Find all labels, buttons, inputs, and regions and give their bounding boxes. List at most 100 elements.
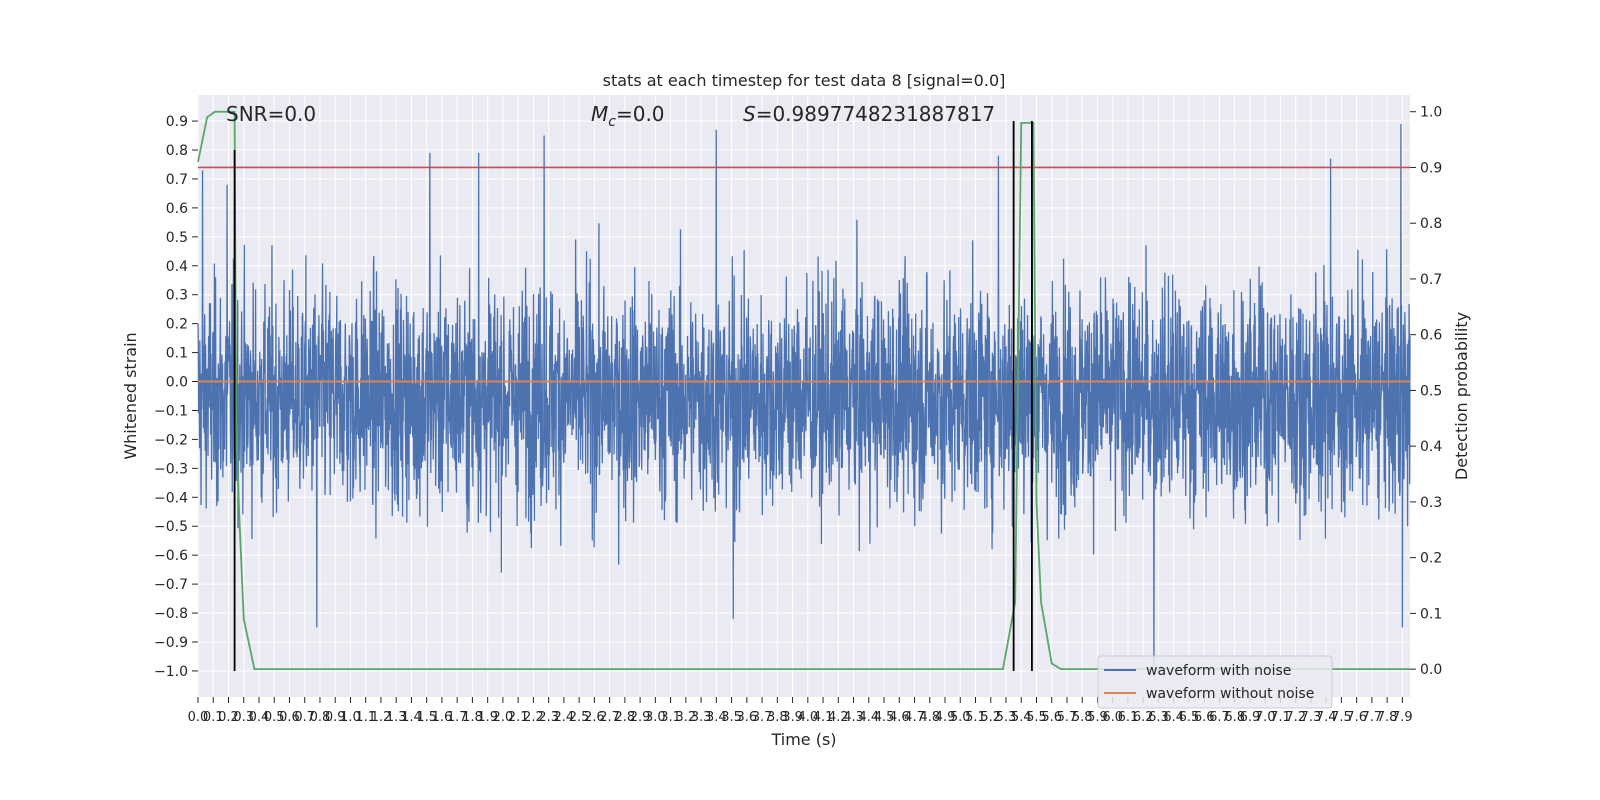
x-tick-label-44: 4.4 xyxy=(858,710,879,725)
x-tick-label-31: 3.1 xyxy=(660,710,681,725)
axis-ticks: −1.0 −0.9 −0.8 −0.7 −0.6 −0.5 −0.4 −0.3 −0.2 −0.1… xyxy=(154,105,1442,725)
y-tick-label-4: −0.6 xyxy=(154,548,188,564)
x-tick-label-24: 2.4 xyxy=(554,710,575,725)
x-tick-label-63: 6.3 xyxy=(1148,710,1169,725)
y-right-tick-label-6: 0.6 xyxy=(1420,328,1442,344)
y-tick-label-3: −0.7 xyxy=(154,577,188,593)
series-lines xyxy=(197,110,1410,671)
y-tick-label-18: 0.8 xyxy=(166,143,188,159)
y-right-tick-label-1: 0.1 xyxy=(1420,606,1442,622)
x-tick-label-16: 1.6 xyxy=(432,710,453,725)
x-tick-label-30: 3.0 xyxy=(645,710,666,725)
x-tick-label-32: 3.2 xyxy=(676,710,697,725)
x-axis-label: Time (s) xyxy=(770,730,836,749)
x-tick-label-20: 2.0 xyxy=(493,710,514,725)
y-tick-label-15: 0.5 xyxy=(166,230,188,246)
y-right-tick-label-9: 0.9 xyxy=(1420,160,1442,176)
x-tick-label-62: 6.2 xyxy=(1133,710,1154,725)
y-tick-label-17: 0.7 xyxy=(166,172,188,188)
x-tick-label-1: 0.1 xyxy=(203,710,224,725)
y-tick-label-6: −0.4 xyxy=(154,490,188,506)
x-tick-label-6: 0.6 xyxy=(279,710,300,725)
x-tick-label-37: 3.7 xyxy=(752,710,773,725)
waveform-with-noise-line xyxy=(197,123,1411,666)
y-tick-label-13: 0.3 xyxy=(166,288,188,304)
y-tick-label-9: −0.1 xyxy=(154,403,188,419)
x-tick-label-17: 1.7 xyxy=(447,710,468,725)
x-tick-label-23: 2.3 xyxy=(538,710,559,725)
x-tick-label-35: 3.5 xyxy=(721,710,742,725)
x-tick-label-50: 5.0 xyxy=(950,710,971,725)
x-tick-label-15: 1.5 xyxy=(416,710,437,725)
y-right-tick-label-5: 0.5 xyxy=(1420,383,1442,399)
legend-label-waveform-without-noise: waveform without noise xyxy=(1146,686,1314,702)
x-tick-label-38: 3.8 xyxy=(767,710,788,725)
y-right-tick-label-8: 0.8 xyxy=(1420,216,1442,232)
y-tick-label-16: 0.6 xyxy=(166,201,188,217)
x-tick-label-46: 4.6 xyxy=(889,710,910,725)
x-tick-label-54: 5.4 xyxy=(1011,710,1032,725)
chart-title: stats at each timestep for test data 8 [… xyxy=(603,71,1006,90)
x-tick-label-4: 0.4 xyxy=(249,710,270,725)
x-tick-label-42: 4.2 xyxy=(828,710,849,725)
x-tick-label-39: 3.9 xyxy=(782,710,803,725)
x-tick-label-8: 0.8 xyxy=(310,710,331,725)
x-tick-label-76: 7.6 xyxy=(1346,710,1367,725)
x-tick-label-19: 1.9 xyxy=(477,710,498,725)
annotation-chirp-mass: Mc=0.0 xyxy=(591,102,665,130)
x-tick-label-7: 0.7 xyxy=(294,710,315,725)
x-tick-label-5: 0.5 xyxy=(264,710,285,725)
x-tick-label-78: 7.8 xyxy=(1377,710,1398,725)
y-tick-label-19: 0.9 xyxy=(166,114,188,130)
x-tick-label-29: 2.9 xyxy=(630,710,651,725)
x-tick-label-25: 2.5 xyxy=(569,710,590,725)
detection-probability-line xyxy=(197,110,1410,671)
y-tick-label-5: −0.5 xyxy=(154,519,188,535)
y-right-tick-label-2: 0.2 xyxy=(1420,551,1442,567)
annotation-score: S=0.9897748231887817 xyxy=(743,102,995,126)
y-axis-label: Whitened strain xyxy=(121,332,140,459)
annotations: SNR=0.0 Mc=0.0 S=0.9897748231887817 xyxy=(226,102,995,130)
x-tick-label-68: 6.8 xyxy=(1224,710,1245,725)
x-tick-label-57: 5.7 xyxy=(1057,710,1078,725)
x-tick-label-33: 3.3 xyxy=(691,710,712,725)
x-tick-label-74: 7.4 xyxy=(1316,710,1337,725)
x-tick-label-0: 0.0 xyxy=(188,710,209,725)
x-tick-label-72: 7.2 xyxy=(1285,710,1306,725)
y-right-tick-label-4: 0.4 xyxy=(1420,439,1442,455)
x-tick-label-14: 1.4 xyxy=(401,710,422,725)
x-tick-label-34: 3.4 xyxy=(706,710,727,725)
y-tick-label-14: 0.4 xyxy=(166,259,188,275)
x-tick-label-47: 4.7 xyxy=(904,710,925,725)
y-right-tick-label-7: 0.7 xyxy=(1420,272,1442,288)
x-tick-label-40: 4.0 xyxy=(797,710,818,725)
x-tick-label-59: 5.9 xyxy=(1087,710,1108,725)
legend-box xyxy=(1097,655,1333,709)
y-tick-label-2: −0.8 xyxy=(154,606,188,622)
x-tick-label-36: 3.6 xyxy=(736,710,757,725)
x-tick-label-11: 1.1 xyxy=(355,710,376,725)
x-tick-label-73: 7.3 xyxy=(1301,710,1322,725)
y-right-tick-label-0: 0.0 xyxy=(1420,662,1442,678)
legend: waveform with noise waveform without noi… xyxy=(1097,655,1333,709)
y-tick-label-1: −0.9 xyxy=(154,635,188,651)
x-tick-label-49: 4.9 xyxy=(935,710,956,725)
x-tick-label-2: 0.2 xyxy=(218,710,239,725)
x-tick-label-22: 2.2 xyxy=(523,710,544,725)
legend-label-waveform-with-noise: waveform with noise xyxy=(1146,663,1291,679)
x-tick-label-18: 1.8 xyxy=(462,710,483,725)
y-tick-label-7: −0.3 xyxy=(154,461,188,477)
x-tick-label-77: 7.7 xyxy=(1362,710,1383,725)
x-tick-label-58: 5.8 xyxy=(1072,710,1093,725)
x-tick-label-67: 6.7 xyxy=(1209,710,1230,725)
x-tick-label-75: 7.5 xyxy=(1331,710,1352,725)
y-tick-label-0: −1.0 xyxy=(154,664,188,680)
y-tick-label-10: 0.0 xyxy=(166,375,188,391)
x-tick-label-27: 2.7 xyxy=(599,710,620,725)
x-tick-label-53: 5.3 xyxy=(996,710,1017,725)
x-tick-label-9: 0.9 xyxy=(325,710,346,725)
x-tick-label-70: 7.0 xyxy=(1255,710,1276,725)
x-tick-label-28: 2.8 xyxy=(615,710,636,725)
